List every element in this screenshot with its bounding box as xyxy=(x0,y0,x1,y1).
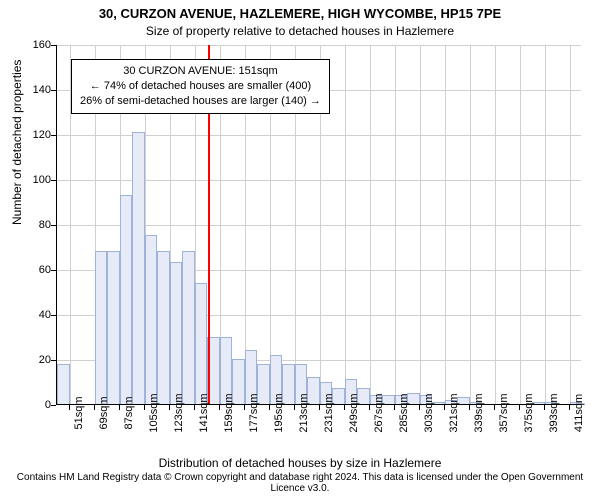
y-tick-mark xyxy=(51,45,56,46)
histogram-bar xyxy=(182,251,195,404)
y-tick-label: 120 xyxy=(11,129,51,141)
histogram-bar xyxy=(57,364,70,405)
x-tick-mark xyxy=(394,405,395,410)
histogram-chart: 30, CURZON AVENUE, HAZLEMERE, HIGH WYCOM… xyxy=(0,0,600,500)
y-tick-label: 60 xyxy=(11,264,51,276)
x-gridline xyxy=(345,45,346,404)
x-gridline xyxy=(395,45,396,404)
x-tick-mark xyxy=(419,405,420,410)
y-tick-label: 40 xyxy=(11,309,51,321)
x-tick-mark xyxy=(544,405,545,410)
x-tick-mark xyxy=(94,405,95,410)
y-tick-mark xyxy=(51,180,56,181)
x-tick-mark xyxy=(169,405,170,410)
y-tick-label: 80 xyxy=(11,219,51,231)
plot-area: 30 CURZON AVENUE: 151sqm ← 74% of detach… xyxy=(56,45,581,405)
annotation-box: 30 CURZON AVENUE: 151sqm ← 74% of detach… xyxy=(71,59,330,114)
histogram-bar xyxy=(120,195,133,404)
annotation-line-2: ← 74% of detached houses are smaller (40… xyxy=(80,79,321,94)
x-tick-label: 177sqm xyxy=(248,393,260,432)
y-tick-label: 0 xyxy=(11,399,51,411)
y-tick-mark xyxy=(51,315,56,316)
x-tick-mark xyxy=(294,405,295,410)
x-tick-label: 375sqm xyxy=(523,393,535,432)
x-tick-label: 393sqm xyxy=(548,393,560,432)
y-tick-mark xyxy=(51,135,56,136)
x-tick-mark xyxy=(369,405,370,410)
x-tick-mark xyxy=(569,405,570,410)
x-tick-label: 357sqm xyxy=(498,393,510,432)
x-tick-mark xyxy=(69,405,70,410)
x-gridline xyxy=(445,45,446,404)
x-tick-label: 51sqm xyxy=(73,396,85,429)
x-tick-mark xyxy=(494,405,495,410)
x-tick-mark xyxy=(194,405,195,410)
histogram-bar xyxy=(95,251,108,404)
x-tick-label: 87sqm xyxy=(123,396,135,429)
y-tick-label: 20 xyxy=(11,354,51,366)
x-tick-label: 159sqm xyxy=(223,393,235,432)
histogram-bar xyxy=(132,132,145,404)
x-gridline xyxy=(370,45,371,404)
x-tick-label: 321sqm xyxy=(448,393,460,432)
x-tick-mark xyxy=(269,405,270,410)
annotation-line-1: 30 CURZON AVENUE: 151sqm xyxy=(80,64,321,79)
x-tick-mark xyxy=(144,405,145,410)
x-gridline xyxy=(545,45,546,404)
x-tick-label: 411sqm xyxy=(573,394,585,432)
x-gridline xyxy=(470,45,471,404)
chart-title: 30, CURZON AVENUE, HAZLEMERE, HIGH WYCOM… xyxy=(0,6,600,21)
x-tick-label: 105sqm xyxy=(148,393,160,432)
histogram-bar xyxy=(107,251,120,404)
y-tick-mark xyxy=(51,225,56,226)
x-tick-label: 267sqm xyxy=(373,393,385,432)
histogram-bar xyxy=(157,251,170,404)
x-gridline xyxy=(570,45,571,404)
x-tick-label: 69sqm xyxy=(98,396,110,429)
x-tick-mark xyxy=(519,405,520,410)
y-tick-mark xyxy=(51,405,56,406)
x-axis-label: Distribution of detached houses by size … xyxy=(0,456,600,470)
x-tick-mark xyxy=(344,405,345,410)
x-tick-label: 303sqm xyxy=(423,393,435,432)
x-tick-label: 231sqm xyxy=(323,393,335,432)
x-gridline xyxy=(495,45,496,404)
x-tick-label: 213sqm xyxy=(298,393,310,432)
x-tick-mark xyxy=(219,405,220,410)
x-gridline xyxy=(520,45,521,404)
x-tick-label: 141sqm xyxy=(198,393,210,432)
y-tick-label: 100 xyxy=(11,174,51,186)
x-tick-mark xyxy=(244,405,245,410)
x-tick-mark xyxy=(444,405,445,410)
x-tick-mark xyxy=(119,405,120,410)
x-tick-label: 249sqm xyxy=(348,393,360,432)
x-tick-label: 195sqm xyxy=(273,393,285,432)
x-tick-label: 123sqm xyxy=(173,393,185,432)
y-tick-mark xyxy=(51,360,56,361)
y-tick-label: 160 xyxy=(11,39,51,51)
x-tick-mark xyxy=(469,405,470,410)
y-tick-mark xyxy=(51,90,56,91)
histogram-bar xyxy=(195,283,208,405)
y-tick-mark xyxy=(51,270,56,271)
x-gridline xyxy=(420,45,421,404)
chart-subtitle: Size of property relative to detached ho… xyxy=(0,24,600,38)
x-tick-label: 339sqm xyxy=(473,393,485,432)
x-tick-label: 285sqm xyxy=(398,393,410,432)
histogram-bar xyxy=(145,235,158,404)
x-tick-mark xyxy=(319,405,320,410)
attribution-text: Contains HM Land Registry data © Crown c… xyxy=(0,472,600,494)
annotation-line-3: 26% of semi-detached houses are larger (… xyxy=(80,94,321,109)
histogram-bar xyxy=(170,262,183,404)
y-tick-label: 140 xyxy=(11,84,51,96)
